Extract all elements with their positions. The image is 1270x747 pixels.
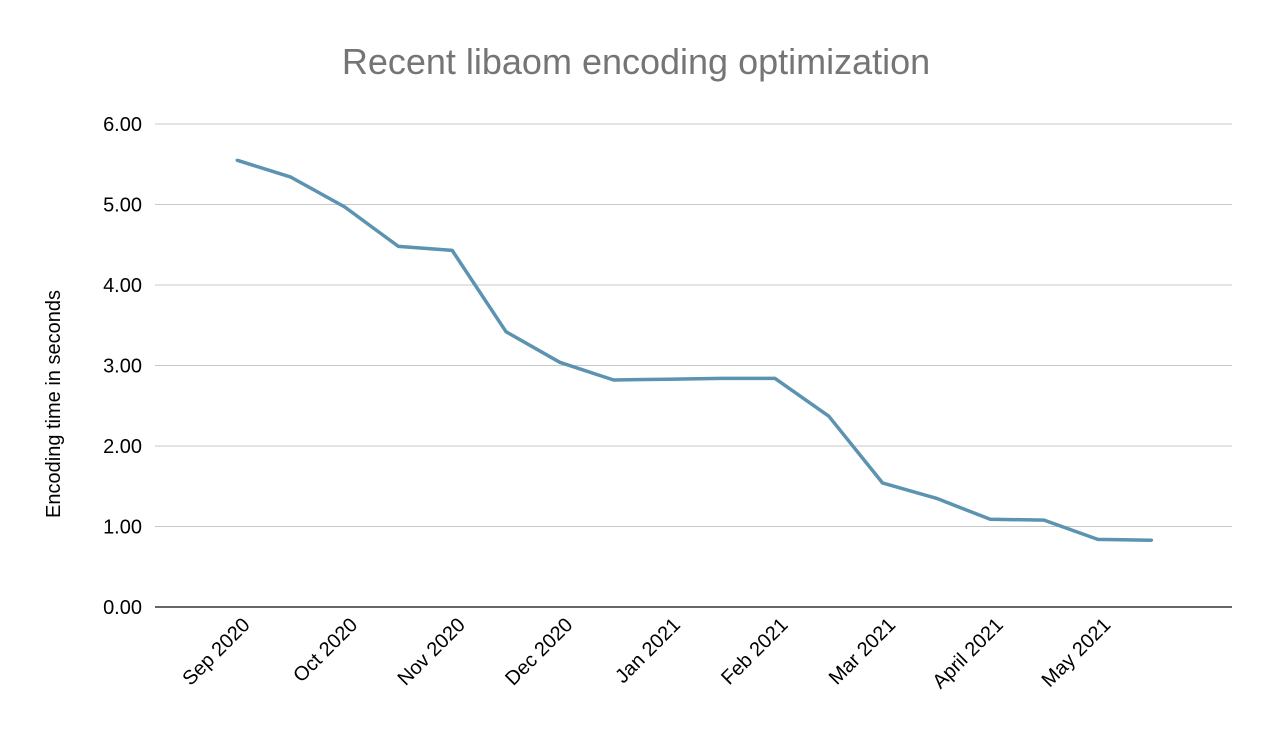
data-point: [827, 414, 831, 418]
y-tick-label: 0.00: [103, 597, 142, 619]
data-point: [773, 376, 777, 380]
y-tick-label: 5.00: [103, 195, 142, 217]
data-point: [1096, 537, 1100, 541]
x-tick-label: Nov 2020: [394, 614, 470, 690]
data-point: [612, 378, 616, 382]
data-point: [558, 360, 562, 364]
data-point: [504, 330, 508, 334]
x-axis-ticks: Sep 2020 Oct 2020 Nov 2020 Dec 2020 Jan 2021…: [178, 614, 1115, 693]
x-tick-label: April 2021: [928, 614, 1007, 693]
y-tick-label: 4.00: [103, 275, 142, 297]
y-axis-label: Encoding time in seconds: [43, 290, 65, 518]
x-tick-label: Mar 2021: [825, 614, 900, 689]
data-point: [289, 175, 293, 179]
x-tick-label: Dec 2020: [501, 614, 577, 690]
data-point: [1150, 538, 1154, 542]
y-tick-label: 1.00: [103, 517, 142, 539]
x-tick-label: Oct 2020: [289, 614, 362, 687]
x-tick-label: Sep 2020: [178, 614, 254, 690]
gridlines: [155, 123, 1232, 608]
data-point: [665, 377, 669, 381]
series-line: [236, 158, 1152, 542]
data-point: [396, 244, 400, 248]
data-point: [343, 205, 347, 209]
data-point: [719, 376, 723, 380]
data-point: [450, 248, 454, 252]
y-axis-ticks: 0.00 1.00 2.00 3.00 4.00 5.00 6.00: [103, 114, 142, 619]
data-point: [934, 496, 938, 500]
chart-title: Recent libaom encoding optimization: [342, 41, 930, 82]
data-point: [235, 158, 239, 162]
x-tick-label: Feb 2021: [717, 614, 792, 689]
y-tick-label: 3.00: [103, 356, 142, 378]
data-point: [1042, 518, 1046, 522]
y-tick-label: 2.00: [103, 436, 142, 458]
y-tick-label: 6.00: [103, 114, 142, 136]
x-tick-label: May 2021: [1038, 614, 1116, 692]
series-group: [235, 158, 1154, 542]
x-tick-label: Jan 2021: [611, 614, 685, 688]
data-point: [988, 517, 992, 521]
data-point: [881, 481, 885, 485]
